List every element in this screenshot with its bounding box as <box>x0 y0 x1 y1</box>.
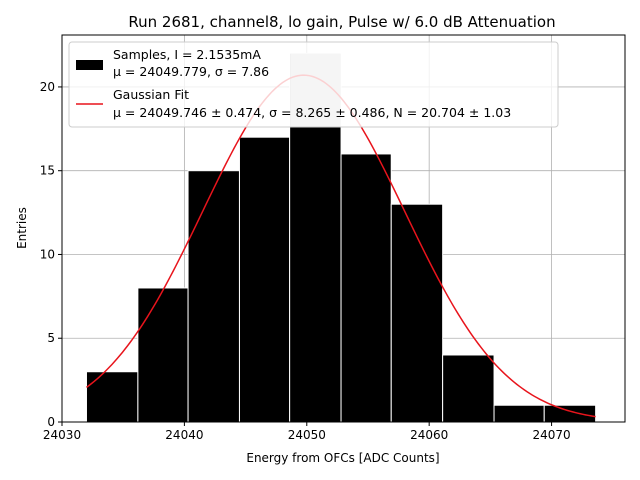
histogram-bar-4 <box>238 136 291 423</box>
legend-fit-line2: μ = 24049.746 ± 0.474, σ = 8.265 ± 0.486… <box>113 105 511 120</box>
y-tick-label: 0 <box>47 415 55 429</box>
x-tick-label: 24030 <box>43 428 81 442</box>
x-tick-label: 24060 <box>410 428 448 442</box>
legend-samples-swatch <box>76 60 103 70</box>
x-axis-ticks: 24030 24040 24050 24060 24070 <box>43 422 571 442</box>
histogram-bar-7 <box>390 203 444 423</box>
legend-samples-line2: μ = 24049.779, σ = 7.86 <box>113 64 269 79</box>
histogram-bar-10 <box>543 404 597 423</box>
x-tick-label: 24070 <box>532 428 570 442</box>
histogram-bar-2 <box>137 287 189 423</box>
y-tick-label: 20 <box>40 80 55 94</box>
x-axis-label: Energy from OFCs [ADC Counts] <box>246 451 439 465</box>
histogram-bar-9 <box>493 404 545 423</box>
plot-frame <box>61 34 626 423</box>
histogram-bar-1 <box>85 371 139 423</box>
y-axis-ticks: 0 5 10 15 20 <box>40 80 62 429</box>
histogram-bar-3 <box>187 170 240 423</box>
x-tick-label: 24050 <box>288 428 326 442</box>
y-tick-label: 5 <box>47 331 55 345</box>
legend-fit-line1: Gaussian Fit <box>113 87 189 102</box>
y-tick-label: 15 <box>40 164 55 178</box>
chart-title: Run 2681, channel8, lo gain, Pulse w/ 6.… <box>128 13 555 31</box>
histogram-bar-6 <box>340 153 392 423</box>
legend: Samples, I = 2.1535mA μ = 24049.779, σ =… <box>68 41 559 128</box>
y-axis-label: Entries <box>15 207 29 249</box>
histogram-bar-8 <box>442 354 495 423</box>
y-tick-label: 10 <box>40 247 55 261</box>
x-tick-label: 24040 <box>165 428 203 442</box>
legend-samples-line1: Samples, I = 2.1535mA <box>113 47 261 62</box>
legend-box <box>68 41 559 128</box>
